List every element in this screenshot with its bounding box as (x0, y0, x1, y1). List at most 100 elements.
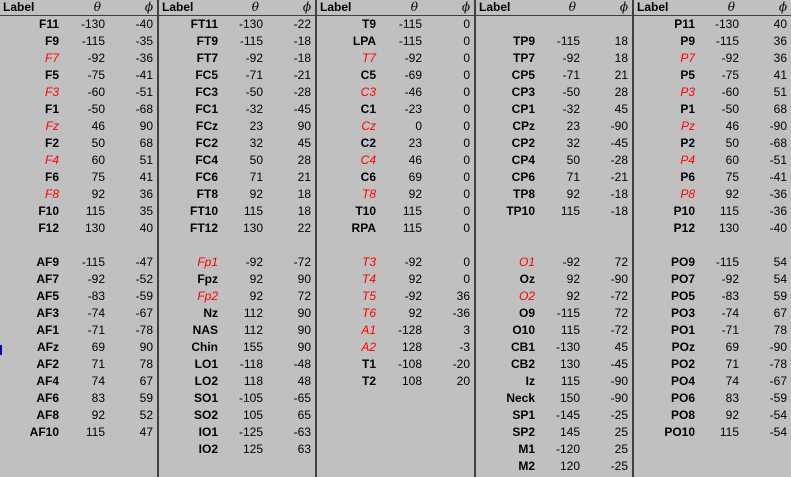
table-row: Chin 155 90 (159, 339, 315, 356)
theta-value: 71 (725, 357, 739, 371)
electrode-label: P6 (680, 170, 695, 184)
phi-value: 36 (773, 51, 787, 65)
phi-value: -90 (610, 119, 628, 133)
phi-value: -41 (769, 170, 787, 184)
phi-value: 67 (773, 306, 787, 320)
theta-value: -115 (239, 34, 263, 48)
theta-value: 32 (566, 136, 580, 150)
phi-value: 0 (463, 187, 470, 201)
electrode-label: PO6 (670, 391, 695, 405)
theta-value: -128 (397, 323, 422, 337)
electrode-label: M1 (518, 442, 535, 456)
table-row: CPz 23 -90 (476, 118, 632, 135)
phi-value: -51 (135, 85, 153, 99)
electrode-label: F4 (44, 153, 59, 167)
theta-value: -115 (715, 34, 739, 48)
phi-value: 0 (463, 34, 470, 48)
phi-value: -18 (610, 187, 628, 201)
table-row: IO1 -125 -63 (159, 424, 315, 441)
theta-value: 115 (719, 425, 739, 439)
electrode-label: AF2 (36, 357, 59, 371)
table-row: PO7 -92 54 (634, 271, 791, 288)
table-row: O1 -92 72 (476, 254, 632, 271)
theta-value: -92 (404, 289, 422, 303)
phi-value: -40 (769, 221, 787, 235)
phi-value: 90 (297, 272, 311, 286)
electrode-label: PO10 (664, 425, 695, 439)
table-row: F4 60 51 (0, 152, 157, 169)
phi-value: -36 (769, 187, 787, 201)
phi-value: 25 (614, 425, 628, 439)
table-row (634, 237, 791, 254)
electrode-label: Nz (203, 306, 218, 320)
phi-value: -3 (459, 340, 470, 354)
table-row: PO8 92 -54 (634, 407, 791, 424)
theta-value: -75 (721, 68, 739, 82)
phi-value: -25 (610, 459, 628, 473)
table-row: P7 -92 36 (634, 50, 791, 67)
phi-value: -45 (610, 357, 628, 371)
table-row: P2 50 -68 (634, 135, 791, 152)
phi-value: -72 (610, 289, 628, 303)
theta-value: -71 (721, 323, 739, 337)
phi-value: 0 (463, 136, 470, 150)
theta-value: 50 (249, 153, 263, 167)
phi-value: 35 (139, 204, 153, 218)
theta-value: -71 (562, 68, 580, 82)
table-row: TP8 92 -18 (476, 186, 632, 203)
theta-value: -83 (87, 289, 105, 303)
header-phi: ϕ (619, 0, 628, 14)
table-row: IO2 125 63 (159, 441, 315, 458)
table-row: Pz 46 -90 (634, 118, 791, 135)
theta-value: 75 (91, 170, 105, 184)
phi-value: 41 (139, 170, 153, 184)
phi-value: 21 (614, 68, 628, 82)
table-row: T1 -108 -20 (317, 356, 474, 373)
theta-value: -92 (245, 255, 263, 269)
theta-value: 92 (249, 187, 263, 201)
phi-value: 68 (773, 102, 787, 116)
electrode-label: P12 (673, 221, 695, 235)
column-header: Label θ ϕ (476, 0, 632, 16)
theta-value: -145 (555, 408, 580, 422)
phi-value: -68 (769, 136, 787, 150)
electrode-label: CP5 (511, 68, 535, 82)
phi-value: 63 (297, 442, 311, 456)
table-row: P8 92 -36 (634, 186, 791, 203)
theta-value: 115 (560, 204, 580, 218)
table-row: AF3 -74 -67 (0, 305, 157, 322)
electrode-label: T4 (361, 272, 376, 286)
phi-value: 90 (139, 340, 153, 354)
table-row: P4 60 -51 (634, 152, 791, 169)
theta-value: -71 (245, 68, 263, 82)
electrode-label: P5 (680, 68, 695, 82)
theta-value: 115 (243, 204, 263, 218)
phi-value: 25 (614, 442, 628, 456)
electrode-label: T8 (361, 187, 376, 201)
phi-value: 0 (463, 204, 470, 218)
electrode-label: Chin (191, 340, 218, 354)
theta-value: -50 (562, 85, 580, 99)
table-row: PO2 71 -78 (634, 356, 791, 373)
table-row: FT12 130 22 (159, 220, 315, 237)
theta-value: 0 (415, 119, 422, 133)
table-row: TP9 -115 18 (476, 33, 632, 50)
phi-value: 45 (614, 102, 628, 116)
table-row: PO1 -71 78 (634, 322, 791, 339)
theta-value: 60 (91, 153, 105, 167)
phi-value: -36 (135, 51, 153, 65)
table-row: T7 -92 0 (317, 50, 474, 67)
electrode-label: Pz (680, 119, 695, 133)
phi-value: -22 (293, 17, 311, 31)
electrode-label: CB2 (510, 357, 535, 371)
table-row: M1 -120 25 (476, 441, 632, 458)
table-row: NAS 112 90 (159, 322, 315, 339)
electrode-label: Oz (519, 272, 535, 286)
electrode-label: FT9 (196, 34, 218, 48)
theta-value: -130 (555, 340, 580, 354)
phi-value: -54 (769, 425, 787, 439)
table-row: P3 -60 51 (634, 84, 791, 101)
theta-value: 115 (402, 221, 422, 235)
phi-value: 54 (773, 255, 787, 269)
phi-value: -59 (769, 391, 787, 405)
